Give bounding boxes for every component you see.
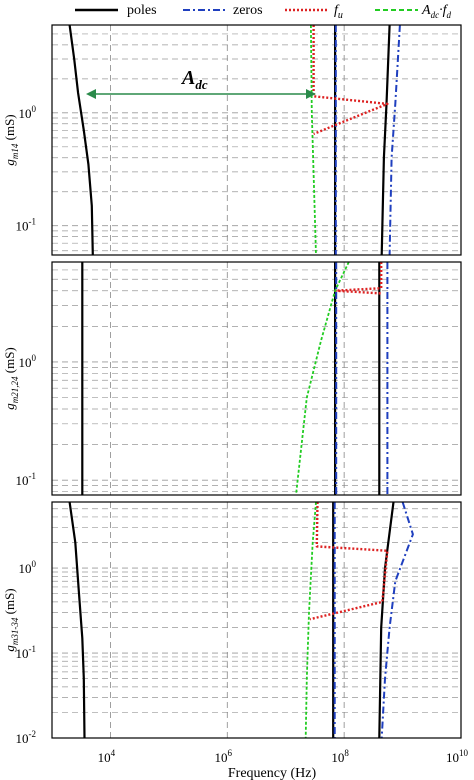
panel-2: 100 10-1 gm21,24 (mS)	[2, 261, 462, 496]
panel-1-series-adcfd-6	[310, 24, 317, 256]
panel-1-series-zeros-4	[388, 24, 401, 256]
panel-1-series-poles-0	[68, 24, 94, 256]
panel-3-series-fu-5	[309, 501, 389, 621]
panel-1-ylabel: gm14 (mS)	[2, 114, 20, 165]
panel-3-frame	[51, 501, 462, 739]
panel-2-ytick-label: 100	[19, 353, 37, 370]
panel-1-ytick-label: 100	[19, 104, 37, 121]
panel-3-series-poles-0	[68, 501, 86, 739]
panel-2-ytick-label: 10-1	[16, 471, 37, 488]
panel-1-ytick-label: 10-1	[16, 217, 37, 234]
panel-3: 100 10-1 10-2 104 106 108 1010 gm31-34 (mS)	[2, 501, 469, 765]
legend-label-fu: fu	[334, 3, 343, 21]
panel-1-series-poles-2	[380, 24, 391, 256]
panel-3-ytick-label: 10-2	[16, 729, 37, 746]
panel-3-series-zeros-4	[380, 501, 414, 739]
panel-3-ytick-label: 10-1	[16, 644, 37, 661]
panel-3-series-poles-2	[378, 501, 395, 739]
legend-label-zeros: zeros	[233, 3, 263, 18]
x-axis-label: Frequency (Hz)	[228, 766, 317, 780]
panel-2-series-fu-5	[333, 262, 383, 295]
adc-arrow-right-head	[306, 89, 316, 99]
panel-3-xtick-label: 104	[98, 748, 116, 765]
panel-1: 100 10-1 gm14 (mS)	[2, 24, 462, 256]
adc-label: Adc	[180, 67, 208, 92]
panel-3-ytick-label: 100	[19, 559, 37, 576]
panel-2-frame	[51, 261, 462, 496]
panel-3-xtick-label: 106	[215, 748, 233, 765]
panel-2-ylabel: gm21,24 (mS)	[2, 347, 20, 410]
panel-1-grid	[52, 25, 461, 255]
legend-label-poles: poles	[127, 3, 157, 18]
panel-3-xtick-label: 1010	[446, 748, 469, 765]
panel-3-grid	[52, 502, 461, 738]
legend: poles zeros fu Adc·fd	[75, 3, 451, 21]
adc-annotation: Adc	[86, 67, 316, 99]
panel-3-xtick-label: 108	[331, 748, 349, 765]
panel-2-series-adcfd-6	[295, 261, 350, 496]
legend-label-adcfd: Adc·fd	[421, 3, 451, 20]
panel-2-grid	[52, 262, 461, 495]
panel-3-ylabel: gm31-34 (mS)	[2, 588, 20, 651]
panel-1-series-fu-5	[312, 25, 389, 136]
panel-1-frame	[51, 24, 462, 256]
panel-3-series-adcfd-6	[304, 501, 317, 739]
adc-arrow-left-head	[86, 89, 96, 99]
